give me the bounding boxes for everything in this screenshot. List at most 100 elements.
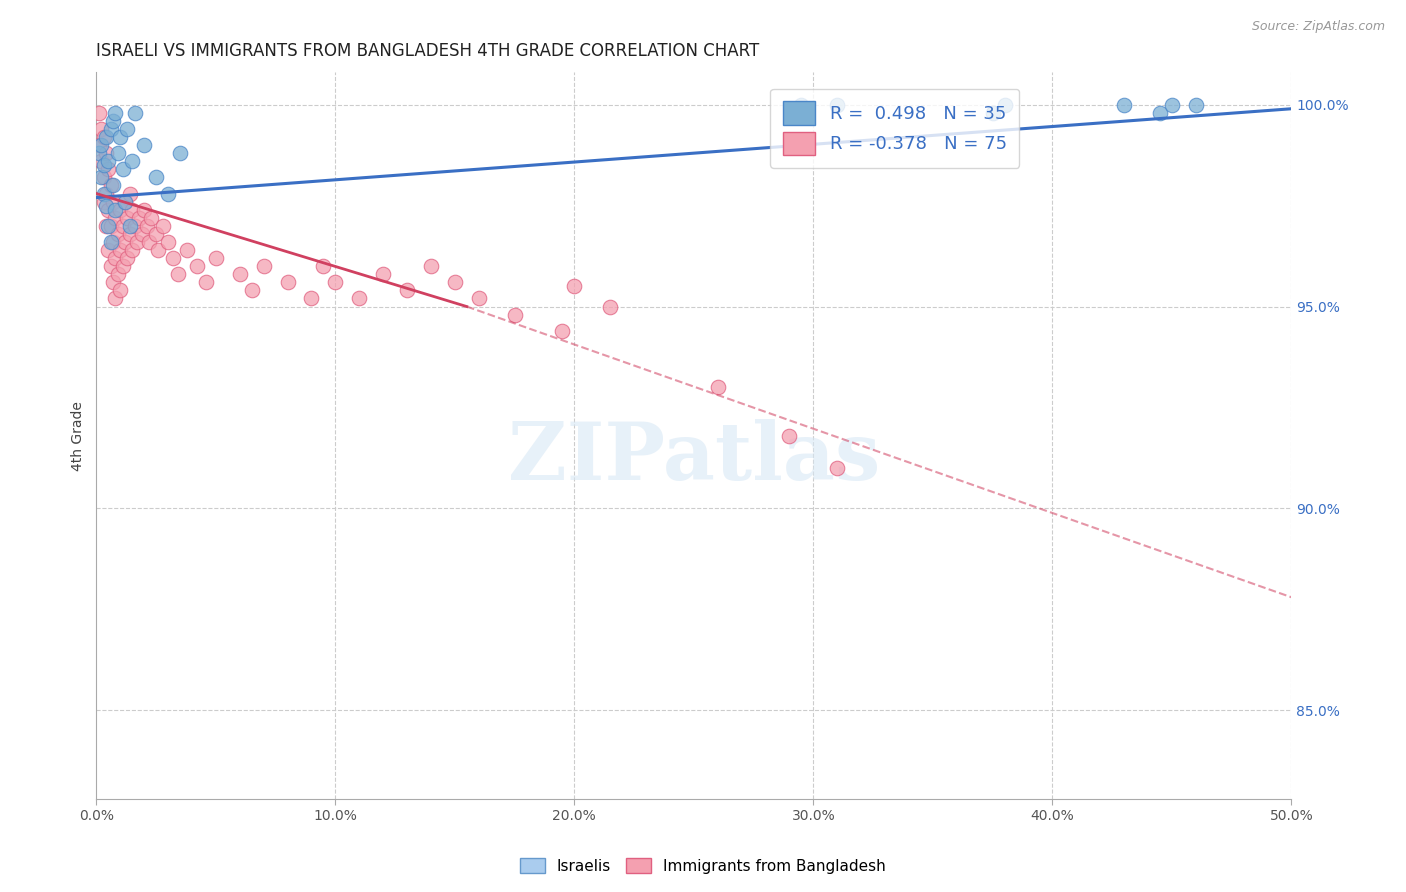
Legend: R =  0.498   N = 35, R = -0.378   N = 75: R = 0.498 N = 35, R = -0.378 N = 75 <box>770 88 1019 168</box>
Point <box>107 146 129 161</box>
Point <box>993 97 1015 112</box>
Point <box>90 154 112 169</box>
Point <box>87 146 110 161</box>
Point <box>778 429 800 443</box>
Point <box>94 219 117 233</box>
Point <box>101 178 124 193</box>
Point <box>117 251 139 265</box>
Point <box>110 202 132 217</box>
Point <box>145 170 167 185</box>
Point <box>94 146 117 161</box>
Point <box>97 219 120 233</box>
Point <box>93 158 115 172</box>
Point <box>148 243 170 257</box>
Point <box>110 243 132 257</box>
Point <box>325 276 347 290</box>
Point <box>117 211 139 225</box>
Point <box>94 199 117 213</box>
Point <box>125 235 148 249</box>
Point <box>825 97 848 112</box>
Point <box>87 105 110 120</box>
Point <box>135 219 157 233</box>
Legend: Israelis, Immigrants from Bangladesh: Israelis, Immigrants from Bangladesh <box>515 852 891 880</box>
Point <box>551 324 574 338</box>
Point <box>101 194 124 209</box>
Point <box>100 178 122 193</box>
Point <box>104 202 127 217</box>
Point <box>124 105 146 120</box>
Point <box>186 259 208 273</box>
Point <box>104 292 127 306</box>
Point <box>1112 97 1135 112</box>
Point <box>124 219 146 233</box>
Point <box>134 138 156 153</box>
Point <box>706 380 728 394</box>
Point <box>169 146 191 161</box>
Point <box>599 300 621 314</box>
Point <box>825 461 848 475</box>
Point <box>229 267 252 281</box>
Point <box>240 284 263 298</box>
Point <box>104 105 127 120</box>
Point <box>349 292 371 306</box>
Point <box>110 130 132 145</box>
Point <box>195 276 218 290</box>
Point <box>100 122 122 136</box>
Point <box>110 284 132 298</box>
Text: ISRAELI VS IMMIGRANTS FROM BANGLADESH 4TH GRADE CORRELATION CHART: ISRAELI VS IMMIGRANTS FROM BANGLADESH 4T… <box>97 42 759 60</box>
Point <box>97 154 120 169</box>
Text: ZIPatlas: ZIPatlas <box>508 418 880 497</box>
Text: Source: ZipAtlas.com: Source: ZipAtlas.com <box>1251 20 1385 33</box>
Point <box>134 202 156 217</box>
Point <box>118 186 141 201</box>
Point <box>141 211 163 225</box>
Point <box>162 251 184 265</box>
Point <box>114 194 136 209</box>
Point <box>121 154 143 169</box>
Point <box>111 219 134 233</box>
Point <box>562 279 585 293</box>
Point <box>101 114 124 128</box>
Point <box>396 284 419 298</box>
Point <box>176 243 198 257</box>
Point <box>107 267 129 281</box>
Point <box>145 227 167 241</box>
Point <box>97 202 120 217</box>
Point <box>104 211 127 225</box>
Point <box>114 194 136 209</box>
Point <box>93 194 115 209</box>
Point <box>114 235 136 249</box>
Point <box>90 170 112 185</box>
Point <box>277 276 299 290</box>
Point <box>131 227 153 241</box>
Point <box>94 130 117 145</box>
Point <box>100 259 122 273</box>
Point <box>1160 97 1182 112</box>
Point <box>981 105 1004 120</box>
Point <box>121 243 143 257</box>
Point <box>790 97 813 112</box>
Point <box>301 292 323 306</box>
Point <box>1149 105 1171 120</box>
Point <box>111 259 134 273</box>
Point <box>503 308 526 322</box>
Point <box>468 292 491 306</box>
Point <box>157 186 180 201</box>
Point <box>118 219 141 233</box>
Point <box>444 276 467 290</box>
Point <box>104 251 127 265</box>
Point <box>205 251 228 265</box>
Point <box>100 219 122 233</box>
Point <box>94 186 117 201</box>
Point <box>128 211 150 225</box>
Point <box>93 186 115 201</box>
Point <box>117 122 139 136</box>
Point <box>93 130 115 145</box>
Point <box>312 259 335 273</box>
Point <box>90 138 112 153</box>
Point <box>1184 97 1206 112</box>
Point <box>138 235 160 249</box>
Point <box>101 276 124 290</box>
Point <box>166 267 188 281</box>
Point <box>420 259 443 273</box>
